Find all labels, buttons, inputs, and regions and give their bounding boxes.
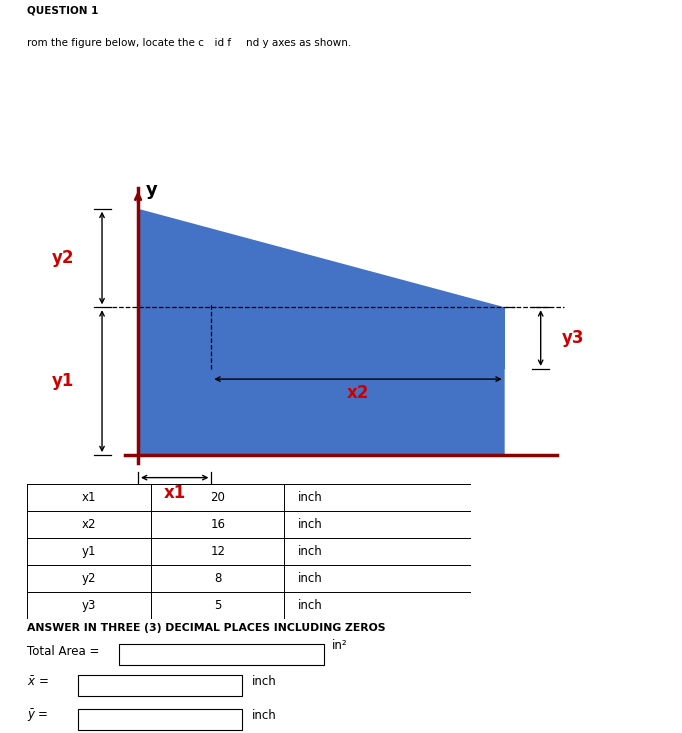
Text: $\bar{y}$ =: $\bar{y}$ = xyxy=(27,708,49,724)
FancyBboxPatch shape xyxy=(78,675,242,696)
Text: y2: y2 xyxy=(52,249,74,267)
FancyBboxPatch shape xyxy=(119,644,324,665)
Text: QUESTION 1: QUESTION 1 xyxy=(27,6,99,16)
Text: inch: inch xyxy=(297,518,323,531)
Text: in²: in² xyxy=(331,639,347,652)
Text: 20: 20 xyxy=(211,491,225,504)
Text: y1: y1 xyxy=(52,372,74,390)
Text: inch: inch xyxy=(297,600,323,612)
Text: y3: y3 xyxy=(562,329,584,347)
FancyBboxPatch shape xyxy=(78,709,242,729)
Text: x1: x1 xyxy=(164,485,186,502)
Text: y: y xyxy=(146,181,158,199)
Text: inch: inch xyxy=(297,491,323,504)
Text: x2: x2 xyxy=(347,385,369,402)
Text: x1: x1 xyxy=(82,491,97,504)
Text: $\bar{x}$ =: $\bar{x}$ = xyxy=(27,675,49,688)
Text: inch: inch xyxy=(297,572,323,585)
Polygon shape xyxy=(138,209,505,455)
Polygon shape xyxy=(211,307,505,369)
Text: 16: 16 xyxy=(211,518,225,531)
Text: 8: 8 xyxy=(214,572,222,585)
Text: y3: y3 xyxy=(82,600,97,612)
Text: rom the figure below, locate the c     id f       nd y axes as shown.: rom the figure below, locate the c id f … xyxy=(27,38,351,48)
Text: Total Area =: Total Area = xyxy=(27,645,100,658)
Text: inch: inch xyxy=(297,545,323,558)
Text: inch: inch xyxy=(252,710,277,723)
Text: y2: y2 xyxy=(82,572,97,585)
Text: inch: inch xyxy=(252,675,277,688)
Text: 5: 5 xyxy=(214,600,222,612)
Text: 12: 12 xyxy=(211,545,225,558)
Text: x2: x2 xyxy=(82,518,97,531)
Text: y1: y1 xyxy=(82,545,97,558)
Text: ANSWER IN THREE (3) DECIMAL PLACES INCLUDING ZEROS: ANSWER IN THREE (3) DECIMAL PLACES INCLU… xyxy=(27,623,386,633)
